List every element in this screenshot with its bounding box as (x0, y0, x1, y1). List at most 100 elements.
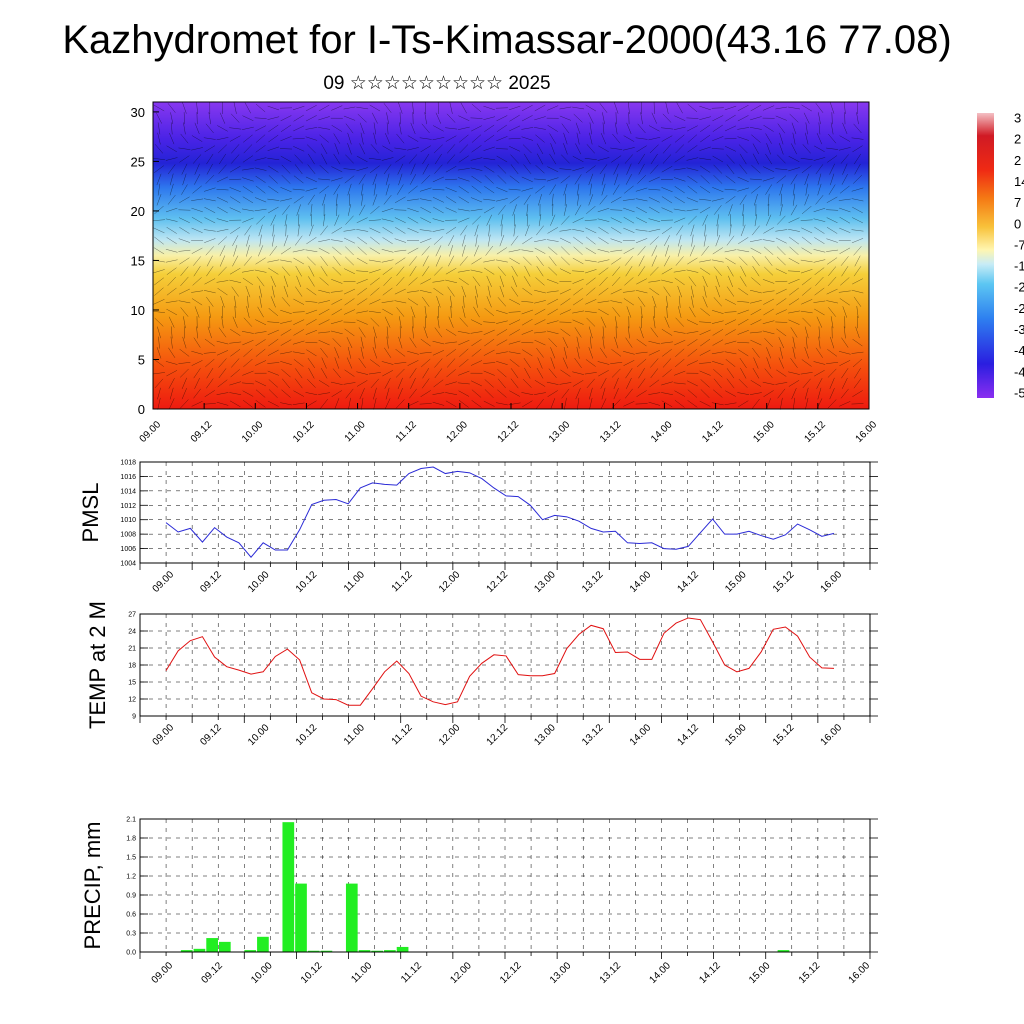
wind-barb (699, 400, 711, 407)
wind-barb (638, 163, 645, 175)
wind-barb (457, 126, 470, 130)
wind-barb (320, 347, 328, 358)
wind-barb (686, 157, 699, 161)
wind-barb (463, 295, 465, 308)
wind-barb (661, 267, 673, 275)
wind-barb (686, 197, 699, 203)
wind-barb (407, 198, 419, 201)
wind-barb (510, 368, 519, 379)
wind-barb (509, 329, 520, 336)
wind-barb (626, 377, 632, 389)
wind-barb (483, 206, 495, 214)
wind-barb (398, 173, 403, 186)
wind-barb (331, 390, 343, 397)
wind-barb (740, 224, 746, 237)
wind-barb (343, 229, 356, 232)
wind-barb (205, 174, 215, 184)
wind-barb (254, 167, 267, 171)
wind-barb (153, 219, 165, 221)
wind-barb (318, 104, 330, 112)
wind-barb (559, 268, 571, 275)
wind-barb (559, 309, 571, 315)
wind-barb (739, 164, 748, 175)
wind-barb (637, 378, 646, 389)
wind-barb (220, 296, 225, 308)
wind-barb (766, 143, 771, 155)
wind-barb (817, 183, 822, 196)
wind-barb (842, 306, 848, 318)
wind-barb (407, 290, 419, 293)
wind-barb (624, 277, 634, 286)
wind-barb (775, 288, 787, 295)
wind-barb (550, 143, 556, 155)
wind-barb (712, 247, 723, 255)
precip-bar (371, 950, 384, 952)
wind-barb (713, 297, 722, 307)
wind-barb (270, 214, 277, 226)
wind-barb (420, 217, 432, 224)
wind-barb (419, 187, 432, 192)
wind-barb (255, 185, 266, 194)
wind-barb (421, 378, 430, 389)
wind-barb (356, 319, 368, 325)
wind-barb (779, 143, 784, 155)
wind-barb (470, 269, 483, 273)
wind-barb (805, 397, 809, 410)
wind-barb (841, 174, 848, 185)
wind-barb (686, 269, 699, 273)
wind-barb (804, 326, 809, 339)
wind-barb (853, 175, 862, 184)
wind-barb (471, 103, 482, 113)
wind-barb (381, 157, 394, 161)
wind-barb (267, 362, 280, 364)
wind-barb (358, 174, 366, 185)
wind-barb (458, 390, 470, 397)
wind-barb (182, 173, 187, 186)
wind-barb (318, 127, 331, 130)
x-tick-label: 11.12 (390, 569, 415, 594)
x-tick-label: 12.00 (437, 722, 463, 748)
wind-barb (777, 123, 786, 134)
wind-barb (572, 380, 584, 387)
wind-barb (218, 144, 227, 154)
wind-barb (575, 122, 581, 135)
wind-barb (445, 178, 458, 180)
wind-barb (318, 289, 330, 294)
wind-barb (231, 358, 240, 368)
wind-barb (241, 168, 254, 171)
x-tick-label: 10.12 (291, 419, 317, 445)
wind-barb (575, 143, 582, 155)
wind-barb (830, 122, 834, 135)
wind-barb (648, 340, 661, 345)
wind-barb (242, 340, 254, 346)
wind-barb (499, 275, 505, 288)
wind-barb (699, 206, 711, 214)
wind-barb (193, 388, 201, 399)
wind-barb (181, 184, 188, 195)
wind-barb (332, 266, 342, 276)
wind-barb (686, 319, 698, 326)
wind-barb (157, 387, 161, 400)
wind-barb (157, 122, 161, 135)
wind-barb (687, 134, 698, 143)
wind-barb (576, 346, 580, 359)
wind-barb (395, 227, 406, 234)
wind-barb (713, 164, 723, 174)
wind-barb (368, 157, 381, 161)
wind-barb (626, 122, 632, 135)
wind-barb (700, 175, 710, 184)
wind-barb (661, 207, 673, 213)
wind-barb (699, 157, 712, 161)
wind-barb (386, 112, 390, 125)
wind-barb (459, 317, 469, 327)
wind-barb (752, 367, 760, 379)
wind-barb (584, 158, 597, 160)
wind-barb (419, 229, 432, 232)
wind-barb (296, 204, 301, 216)
wind-barb (589, 397, 593, 410)
wind-barb (597, 300, 610, 303)
wind-barb (724, 402, 737, 406)
wind-barb (218, 327, 227, 338)
wind-barb (813, 157, 826, 161)
wind-barb (361, 193, 364, 206)
